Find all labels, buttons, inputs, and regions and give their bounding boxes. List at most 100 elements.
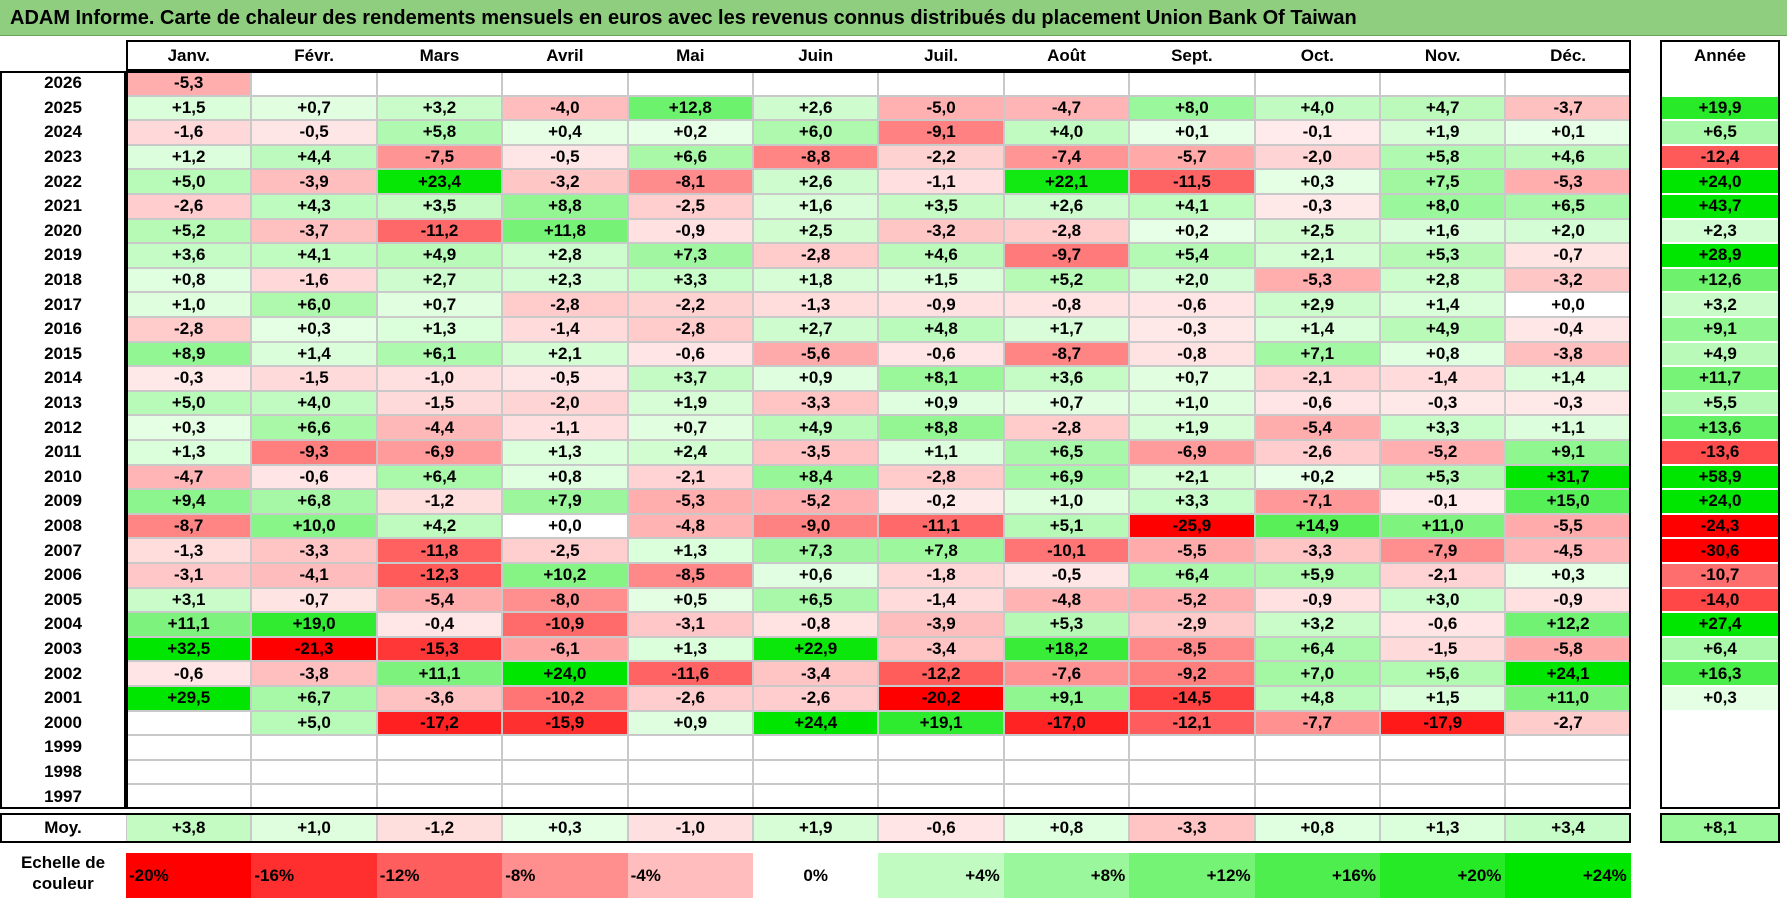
heatmap-cell: -6,1 (502, 636, 628, 662)
month-header: Déc. (1550, 45, 1587, 65)
heatmap-cell: +0,9 (878, 390, 1004, 416)
heatmap-cell: +0,0 (502, 513, 628, 539)
heatmap-cell: -0,1 (1254, 120, 1380, 145)
average-cell: +0,8 (1254, 813, 1380, 843)
annual-cell: +27,4 (1660, 612, 1780, 637)
heatmap-cell: -0,6 (627, 341, 753, 367)
heatmap-cell (376, 71, 503, 96)
heatmap-cell: -4,4 (376, 415, 503, 440)
heatmap-cell: +8,4 (753, 464, 879, 490)
heatmap-cell (376, 759, 503, 785)
heatmap-cell: +2,6 (753, 169, 879, 194)
heatmap-cell: -0,3 (1254, 194, 1380, 219)
heatmap-cell: +6,5 (753, 587, 879, 613)
annual-cell (1660, 710, 1780, 736)
heatmap-cell: -9,0 (753, 513, 879, 539)
heatmap-cell: +3,3 (627, 267, 753, 293)
heatmap-cell: -5,3 (1254, 267, 1380, 293)
heatmap-cell: -0,6 (878, 341, 1004, 367)
heatmap-cell (126, 735, 252, 760)
year-label: 2011 (44, 442, 82, 462)
heatmap-cell: +3,3 (1380, 415, 1506, 440)
annual-cell: +24,0 (1660, 489, 1780, 514)
heatmap-cell: -3,8 (251, 661, 377, 686)
heatmap-cell: -3,4 (878, 636, 1004, 662)
average-cell: -0,6 (878, 813, 1004, 843)
heatmap-cell (1254, 735, 1380, 760)
year-label: 2022 (44, 171, 82, 191)
heatmap-cell: +1,8 (753, 267, 879, 293)
scale-step: +12% (1129, 853, 1255, 898)
annual-cell: -24,3 (1660, 513, 1780, 539)
heatmap-cell: -2,0 (502, 390, 628, 416)
month-header: Sept. (1171, 45, 1213, 65)
heatmap-cell (1003, 735, 1130, 760)
heatmap-cell: +9,1 (1505, 440, 1631, 465)
heatmap-cell: -0,7 (1505, 243, 1631, 268)
annual-cell: +58,9 (1660, 464, 1780, 490)
heatmap-cell: +0,8 (502, 464, 628, 490)
heatmap-cell: +24,1 (1505, 661, 1631, 686)
annual-cell: -12,4 (1660, 144, 1780, 170)
annual-cell: +3,2 (1660, 292, 1780, 317)
heatmap-cell: -2,5 (627, 194, 753, 219)
heatmap-cell: +2,8 (1380, 267, 1506, 293)
heatmap-cell: +10,2 (502, 563, 628, 588)
heatmap-cell (502, 784, 628, 809)
heatmap-cell: +15,0 (1505, 489, 1631, 514)
scale-step: -20% (126, 853, 252, 898)
heatmap-cell (753, 71, 879, 96)
annual-cell (1660, 71, 1780, 96)
annual-cell: +11,7 (1660, 366, 1780, 391)
heatmap-cell: +0,7 (376, 292, 503, 317)
average-cell: +1,9 (753, 813, 879, 843)
heatmap-cell: -4,1 (251, 563, 377, 588)
month-header: Avril (546, 45, 584, 65)
heatmap-cell: +1,4 (1380, 292, 1506, 317)
annual-cell (1660, 735, 1780, 760)
heatmap-cell: -17,0 (1003, 710, 1130, 736)
annual-cell: +6,5 (1660, 120, 1780, 145)
heatmap-cell: -20,2 (878, 686, 1004, 711)
heatmap-cell: -5,6 (753, 341, 879, 367)
heatmap-cell: +4,8 (878, 317, 1004, 342)
heatmap-cell: +6,8 (251, 489, 377, 514)
heatmap-cell: +0,3 (1254, 169, 1380, 194)
year-label: 2001 (44, 688, 82, 708)
heatmap-cell: -7,4 (1003, 144, 1130, 170)
heatmap-cell: +5,8 (376, 120, 503, 145)
heatmap-cell: -3,6 (376, 686, 503, 711)
annual-cell: +0,3 (1660, 686, 1780, 711)
heatmap-cell: +23,4 (376, 169, 503, 194)
year-label: 2009 (44, 491, 82, 511)
heatmap-cell: -3,5 (753, 440, 879, 465)
heatmap-cell: -2,2 (878, 144, 1004, 170)
heatmap-cell: +22,1 (1003, 169, 1130, 194)
heatmap-cell: -0,7 (251, 587, 377, 613)
annual-cell: +6,4 (1660, 636, 1780, 662)
heatmap-cell: +7,3 (753, 538, 879, 563)
heatmap-cell: +1,5 (126, 95, 252, 121)
heatmap-cell: -0,8 (1129, 341, 1255, 367)
heatmap-cell: +24,0 (502, 661, 628, 686)
heatmap-cell: +1,9 (1129, 415, 1255, 440)
heatmap-cell: +4,7 (1380, 95, 1506, 121)
average-cell: +1,0 (251, 813, 377, 843)
year-label: 2016 (44, 319, 82, 339)
annual-cell: -14,0 (1660, 587, 1780, 613)
heatmap-cell: +5,9 (1254, 563, 1380, 588)
heatmap-cell: +0,1 (1129, 120, 1255, 145)
year-label: 2021 (44, 196, 82, 216)
heatmap-cell: +5,3 (1003, 612, 1130, 637)
heatmap-cell: -0,6 (1129, 292, 1255, 317)
heatmap-cell: +1,6 (753, 194, 879, 219)
year-label: 2019 (44, 245, 82, 265)
heatmap-cell: +1,3 (376, 317, 503, 342)
heatmap-cell: -0,3 (126, 366, 252, 391)
year-label: 2015 (44, 343, 82, 363)
heatmap-cell (1380, 71, 1506, 96)
heatmap-cell: -2,8 (627, 317, 753, 342)
average-cell: +3,8 (126, 813, 252, 843)
heatmap-cell: -8,7 (126, 513, 252, 539)
heatmap-cell: +0,6 (753, 563, 879, 588)
